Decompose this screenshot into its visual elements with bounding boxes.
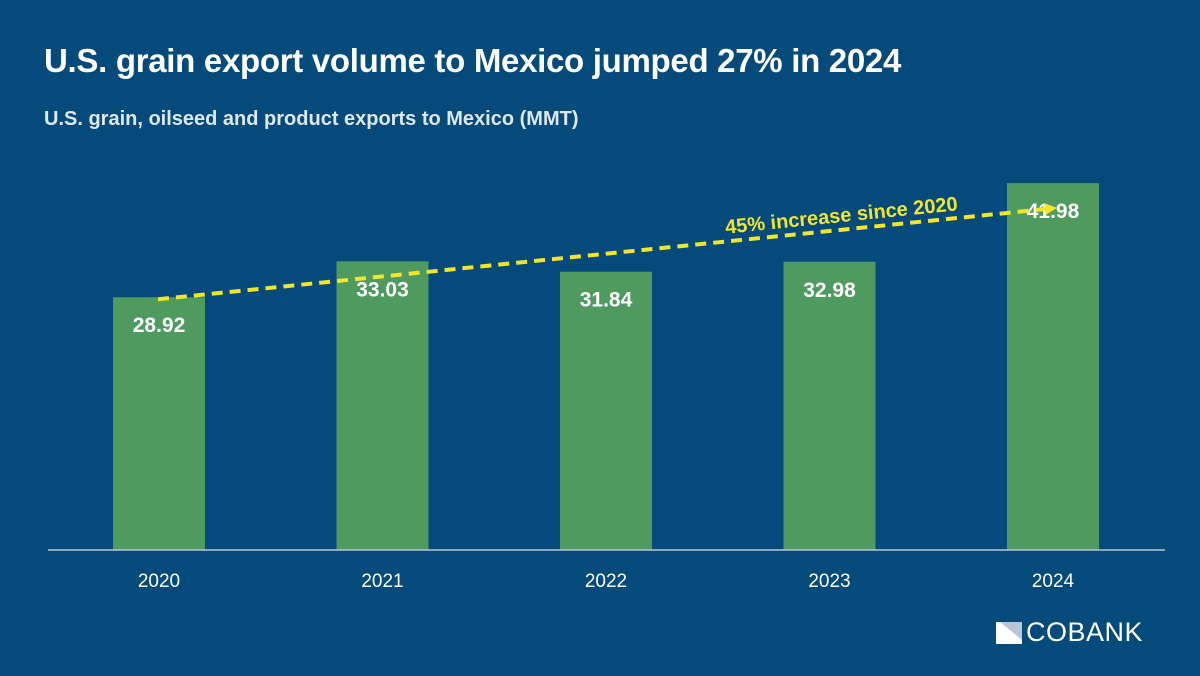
bar-2020 xyxy=(113,297,205,550)
chart-title: U.S. grain export volume to Mexico jumpe… xyxy=(44,42,902,79)
x-tick-label: 2020 xyxy=(138,571,180,592)
logo-text: COBANK xyxy=(1026,617,1144,647)
data-label: 32.98 xyxy=(803,279,856,302)
bar-2021 xyxy=(336,261,429,550)
data-label: 31.84 xyxy=(580,289,633,312)
bar-2024 xyxy=(1007,183,1099,551)
x-tick-label: 2021 xyxy=(361,571,403,592)
data-label: 33.03 xyxy=(356,278,409,301)
trend-annotation: 45% increase since 2020 xyxy=(724,193,959,238)
trend-line xyxy=(157,207,1046,302)
bar-2022 xyxy=(560,271,652,550)
x-tick-label: 2024 xyxy=(1032,571,1075,592)
x-tick-label: 2022 xyxy=(585,571,627,592)
chart-subtitle: U.S. grain, oilseed and product exports … xyxy=(44,108,579,130)
cobank-logo: COBANK xyxy=(996,617,1143,648)
cobank-logo-icon xyxy=(996,621,1022,644)
data-label: 28.92 xyxy=(133,314,186,337)
trend-arrowhead-icon xyxy=(1044,203,1057,216)
data-label: 41.98 xyxy=(1027,200,1080,223)
bar-2023 xyxy=(783,261,876,550)
x-tick-label: 2023 xyxy=(808,571,850,592)
